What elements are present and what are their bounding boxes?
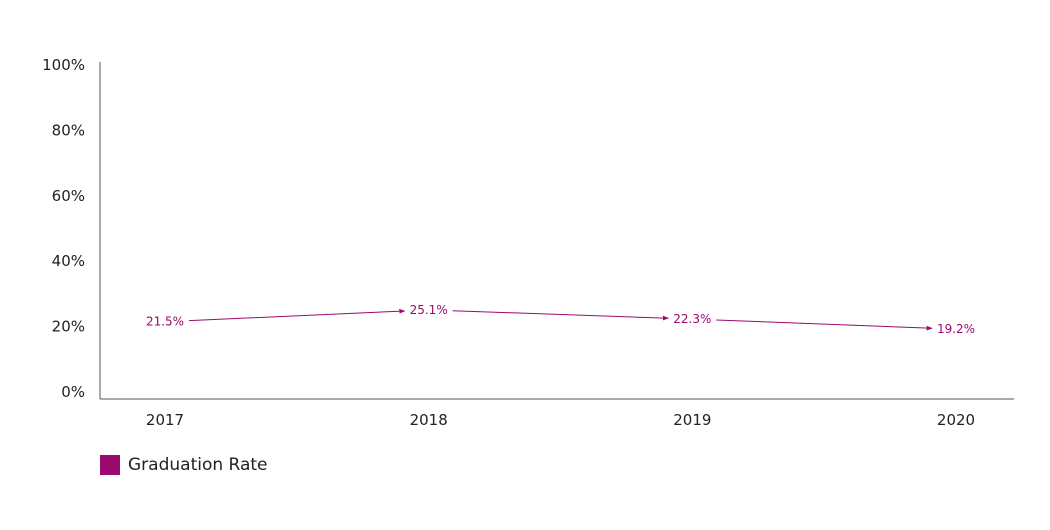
series-lines bbox=[188, 308, 933, 331]
x-tick-label: 2017 bbox=[146, 411, 184, 429]
series-segment bbox=[188, 308, 406, 322]
data-label: 21.5% bbox=[146, 315, 184, 329]
line-chart: 0% 20% 40% 60% 80% 100% 2017 2018 2019 2020 21.5… bbox=[42, 56, 1014, 429]
x-axis-ticks: 2017 2018 2019 2020 bbox=[146, 411, 975, 429]
data-labels: 21.5% 25.1% 22.3% 19.2% bbox=[146, 303, 975, 336]
data-label: 22.3% bbox=[673, 312, 711, 326]
legend: Graduation Rate bbox=[100, 455, 268, 475]
series-segment bbox=[716, 319, 933, 331]
y-axis-ticks: 0% 20% 40% 60% 80% 100% bbox=[42, 56, 85, 401]
data-label: 25.1% bbox=[410, 303, 448, 317]
y-tick-label: 40% bbox=[52, 252, 85, 270]
x-tick-label: 2020 bbox=[937, 411, 975, 429]
y-tick-label: 100% bbox=[42, 56, 85, 74]
data-label: 19.2% bbox=[937, 322, 975, 336]
x-tick-label: 2019 bbox=[673, 411, 711, 429]
legend-label: Graduation Rate bbox=[128, 455, 268, 475]
y-tick-label: 80% bbox=[52, 121, 85, 139]
series-segment bbox=[452, 310, 669, 321]
legend-swatch bbox=[100, 455, 120, 475]
x-tick-label: 2018 bbox=[410, 411, 448, 429]
y-tick-label: 20% bbox=[52, 318, 85, 336]
y-tick-label: 0% bbox=[61, 383, 85, 401]
y-tick-label: 60% bbox=[52, 187, 85, 205]
